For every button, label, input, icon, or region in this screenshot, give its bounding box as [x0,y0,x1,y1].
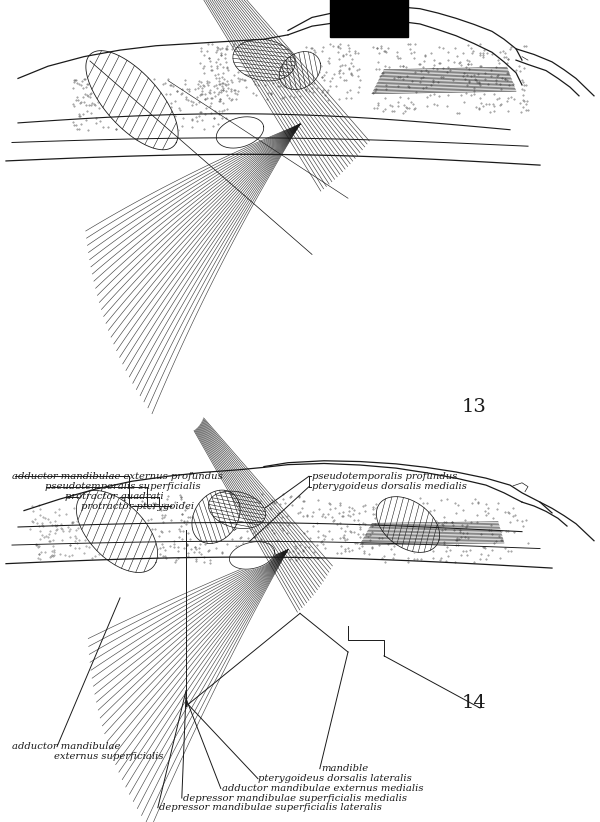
Text: adductor mandibulae externus medialis: adductor mandibulae externus medialis [222,784,424,793]
Polygon shape [208,491,266,529]
FancyBboxPatch shape [330,0,408,37]
Text: pterygoideus dorsalis medialis: pterygoideus dorsalis medialis [312,483,467,492]
Text: 13: 13 [462,398,487,416]
Text: 14: 14 [462,694,487,712]
Polygon shape [229,542,275,569]
Text: adductor mandibulae: adductor mandibulae [12,742,121,751]
Text: pterygoideus dorsalis lateralis: pterygoideus dorsalis lateralis [258,774,412,783]
Polygon shape [76,491,158,572]
Polygon shape [280,52,320,90]
Text: adductor mandibulae externus profundus: adductor mandibulae externus profundus [12,472,223,481]
Text: depressor mandibulae superficialis lateralis: depressor mandibulae superficialis later… [159,803,382,812]
Polygon shape [376,496,440,552]
Polygon shape [216,117,264,148]
Polygon shape [86,51,178,150]
Text: mandible: mandible [321,764,368,774]
Text: externus superficialis: externus superficialis [54,752,163,761]
Text: pseudotemporalis profundus: pseudotemporalis profundus [312,472,457,481]
Text: pseudotemporalis superficialis: pseudotemporalis superficialis [45,483,200,492]
Text: depressor mandibulae superficialis medialis: depressor mandibulae superficialis media… [183,793,407,802]
Text: protractor pterygoidei: protractor pterygoidei [81,502,194,510]
Polygon shape [233,39,295,81]
Polygon shape [192,490,240,543]
Text: protractor quadrati: protractor quadrati [65,492,163,501]
